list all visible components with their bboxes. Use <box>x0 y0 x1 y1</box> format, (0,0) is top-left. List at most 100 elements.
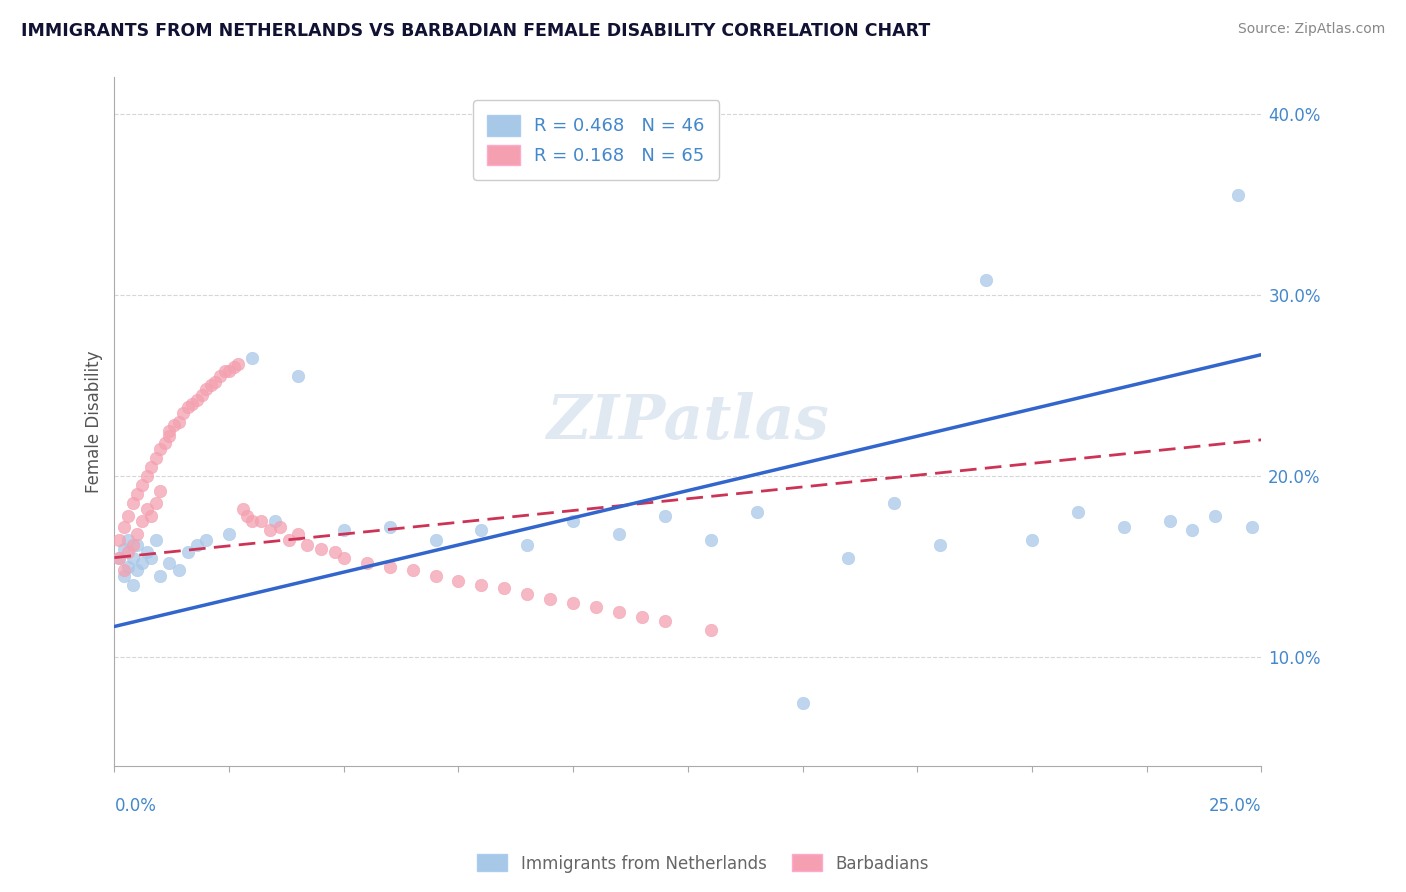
Point <box>470 578 492 592</box>
Point <box>356 556 378 570</box>
Point <box>240 351 263 366</box>
Point <box>149 483 172 498</box>
Point <box>929 538 952 552</box>
Point <box>121 578 143 592</box>
Point <box>232 501 254 516</box>
Point <box>117 533 139 547</box>
Point <box>287 527 309 541</box>
Text: Source: ZipAtlas.com: Source: ZipAtlas.com <box>1237 22 1385 37</box>
Point <box>218 364 240 378</box>
Point <box>186 538 208 552</box>
Point <box>135 545 157 559</box>
Point <box>1241 520 1264 534</box>
Point <box>425 568 447 582</box>
Point <box>135 469 157 483</box>
Point <box>562 515 585 529</box>
Point <box>112 568 135 582</box>
Text: ZIPatlas: ZIPatlas <box>547 392 830 451</box>
Point <box>163 418 186 433</box>
Point <box>277 533 299 547</box>
Point <box>127 538 149 552</box>
Point <box>172 406 194 420</box>
Point <box>269 520 291 534</box>
Point <box>700 623 723 637</box>
Point <box>700 533 723 547</box>
Point <box>1204 508 1226 523</box>
Point <box>145 450 167 465</box>
Point <box>240 515 263 529</box>
Point <box>654 508 676 523</box>
Point <box>186 392 208 407</box>
Point <box>1021 533 1043 547</box>
Point <box>112 541 135 556</box>
Point <box>295 538 318 552</box>
Point <box>127 563 149 577</box>
Point <box>516 538 538 552</box>
Point <box>121 550 143 565</box>
Point <box>974 273 997 287</box>
Point <box>190 387 212 401</box>
Point <box>1112 520 1135 534</box>
Point <box>287 369 309 384</box>
Point <box>159 429 181 443</box>
Point <box>250 515 273 529</box>
Point <box>425 533 447 547</box>
Point <box>127 527 149 541</box>
Point <box>236 508 259 523</box>
Point <box>562 596 585 610</box>
Legend: Immigrants from Netherlands, Barbadians: Immigrants from Netherlands, Barbadians <box>471 847 935 880</box>
Point <box>108 533 131 547</box>
Point <box>139 550 162 565</box>
Point <box>117 545 139 559</box>
Point <box>145 533 167 547</box>
Point <box>516 587 538 601</box>
Point <box>177 545 200 559</box>
Point <box>538 592 561 607</box>
Point <box>585 599 607 614</box>
Point <box>117 508 139 523</box>
Point <box>127 487 149 501</box>
Text: IMMIGRANTS FROM NETHERLANDS VS BARBADIAN FEMALE DISABILITY CORRELATION CHART: IMMIGRANTS FROM NETHERLANDS VS BARBADIAN… <box>21 22 931 40</box>
Point <box>837 550 859 565</box>
Point <box>131 556 153 570</box>
Point <box>121 538 143 552</box>
Point <box>195 533 218 547</box>
Point <box>214 364 236 378</box>
Point <box>181 396 204 410</box>
Point <box>1181 524 1204 538</box>
Point <box>222 360 245 375</box>
Legend: R = 0.468   N = 46, R = 0.168   N = 65: R = 0.468 N = 46, R = 0.168 N = 65 <box>472 100 720 180</box>
Point <box>167 563 190 577</box>
Y-axis label: Female Disability: Female Disability <box>86 351 103 493</box>
Point <box>204 375 226 389</box>
Point <box>447 574 470 589</box>
Point <box>153 436 176 450</box>
Point <box>131 515 153 529</box>
Point <box>1067 505 1090 519</box>
Point <box>333 524 356 538</box>
Point <box>378 520 401 534</box>
Text: 25.0%: 25.0% <box>1209 797 1261 814</box>
Point <box>200 378 222 392</box>
Point <box>195 382 218 396</box>
Point <box>226 357 249 371</box>
Point <box>145 496 167 510</box>
Point <box>177 401 200 415</box>
Point <box>149 568 172 582</box>
Text: 0.0%: 0.0% <box>114 797 156 814</box>
Point <box>607 605 630 619</box>
Point <box>139 508 162 523</box>
Point <box>117 559 139 574</box>
Point <box>1227 188 1250 202</box>
Point <box>631 610 654 624</box>
Point <box>654 614 676 628</box>
Point <box>470 524 492 538</box>
Point <box>208 369 231 384</box>
Point <box>607 527 630 541</box>
Point <box>139 460 162 475</box>
Point <box>108 550 131 565</box>
Point <box>259 524 281 538</box>
Point <box>218 527 240 541</box>
Point <box>378 559 401 574</box>
Point <box>167 415 190 429</box>
